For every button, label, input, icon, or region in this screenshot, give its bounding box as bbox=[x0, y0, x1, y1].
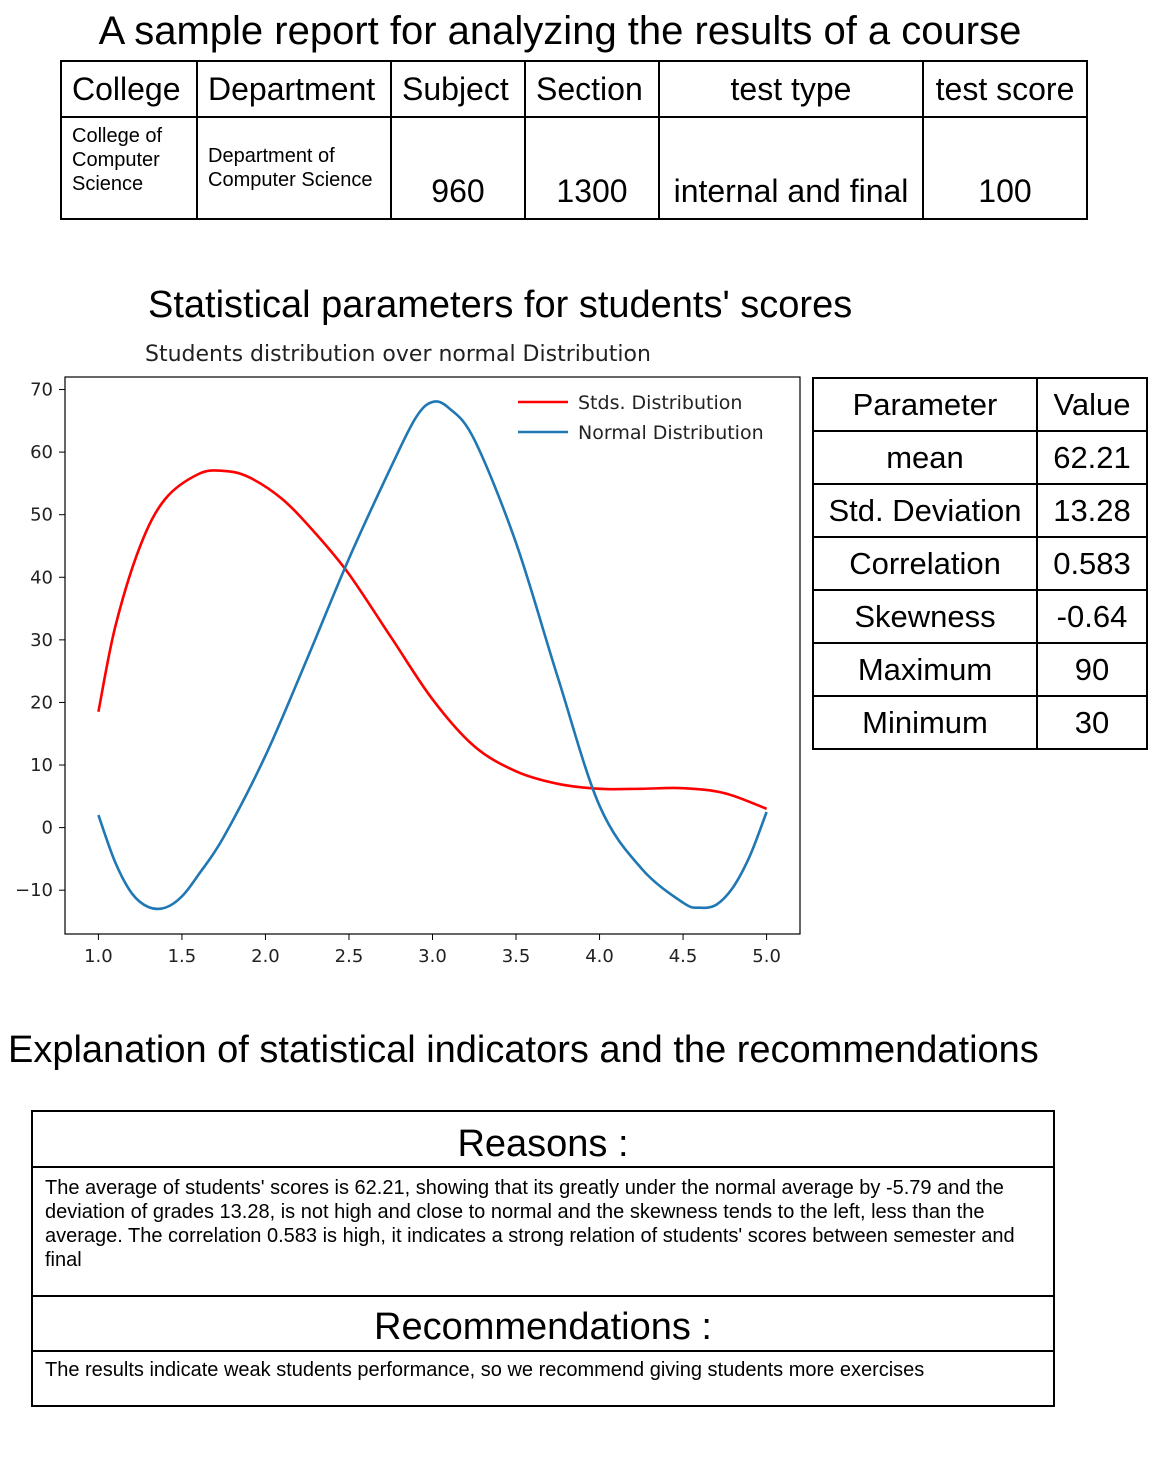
header-department: Department bbox=[196, 60, 392, 118]
report-title: A sample report for analyzing the result… bbox=[98, 9, 1022, 53]
distribution-chart: 1.0 1.5 2.0 2.5 3.0 3.5 4.0 4.5 5.0 70 60 50 40 30 20 1… bbox=[15, 376, 801, 967]
legend-label-normal: Normal Distribution bbox=[578, 422, 764, 444]
param-row-maximum: Maximum 90 bbox=[812, 642, 1148, 697]
param-table-header-row: Parameter Value bbox=[812, 377, 1148, 432]
explanation-title: Explanation of statistical indicators an… bbox=[8, 1029, 1039, 1071]
param-row-mean: mean 62.21 bbox=[812, 430, 1148, 485]
param-name: Skewness bbox=[812, 589, 1038, 644]
axis-ticks: 1.0 1.5 2.0 2.5 3.0 3.5 4.0 4.5 5.0 70 60 50 40 30 20 1… bbox=[15, 380, 781, 967]
value-college: College of Computer Science bbox=[60, 116, 198, 220]
y-tick-label: 30 bbox=[30, 630, 53, 651]
x-tick-label: 1.5 bbox=[168, 946, 197, 967]
x-tick-label: 5.0 bbox=[752, 946, 781, 967]
param-header-value: Value bbox=[1036, 377, 1148, 432]
header-subject: Subject bbox=[390, 60, 526, 118]
y-tick-label: 70 bbox=[30, 380, 53, 401]
parameter-table: Parameter Value mean 62.21 Std. Deviatio… bbox=[812, 377, 1148, 750]
value-section: 1300 bbox=[524, 116, 660, 220]
normal-distribution-line bbox=[97, 400, 768, 911]
recommendations-divider bbox=[33, 1350, 1053, 1352]
y-tick-label: 40 bbox=[30, 567, 53, 588]
header-section: Section bbox=[524, 60, 660, 118]
recommendations-text: The results indicate weak students perfo… bbox=[45, 1359, 925, 1381]
reasons-divider bbox=[33, 1166, 1053, 1168]
header-college: College bbox=[60, 60, 198, 118]
x-tick-label: 2.5 bbox=[335, 946, 364, 967]
stats-section-title: Statistical parameters for students' sco… bbox=[148, 284, 853, 326]
recommendations-heading: Recommendations : bbox=[374, 1306, 712, 1348]
reasons-heading: Reasons : bbox=[457, 1123, 629, 1165]
x-tick-label: 4.5 bbox=[669, 946, 698, 967]
header-test-score: test score bbox=[922, 60, 1088, 118]
param-value: 30 bbox=[1036, 695, 1148, 750]
param-row-std-deviation: Std. Deviation 13.28 bbox=[812, 483, 1148, 538]
value-department: Department of Computer Science bbox=[196, 116, 392, 220]
param-name: Minimum bbox=[812, 695, 1038, 750]
x-tick-label: 3.0 bbox=[418, 946, 447, 967]
value-test-type: internal and final bbox=[658, 116, 924, 220]
y-tick-label: 50 bbox=[30, 505, 53, 526]
plot-area-frame bbox=[64, 376, 801, 935]
param-row-minimum: Minimum 30 bbox=[812, 695, 1148, 750]
x-tick-label: 2.0 bbox=[251, 946, 280, 967]
param-row-correlation: Correlation 0.583 bbox=[812, 536, 1148, 591]
legend-label-stds: Stds. Distribution bbox=[578, 392, 742, 414]
y-tick-label: 0 bbox=[42, 818, 53, 839]
header-test-type: test type bbox=[658, 60, 924, 118]
y-tick-label: 60 bbox=[30, 442, 53, 463]
reasons-text: The average of students' scores is 62.21… bbox=[45, 1177, 1015, 1271]
series-lines bbox=[97, 400, 768, 911]
explanation-box: Reasons : The average of students' score… bbox=[31, 1110, 1055, 1407]
param-name: Std. Deviation bbox=[812, 483, 1038, 538]
x-tick-label: 1.0 bbox=[84, 946, 113, 967]
value-subject: 960 bbox=[390, 116, 526, 220]
param-value: 13.28 bbox=[1036, 483, 1148, 538]
course-info-table: College Department Subject Section test … bbox=[60, 60, 1088, 220]
value-test-score: 100 bbox=[922, 116, 1088, 220]
param-header-parameter: Parameter bbox=[812, 377, 1038, 432]
param-name: mean bbox=[812, 430, 1038, 485]
x-tick-label: 4.0 bbox=[585, 946, 614, 967]
param-name: Maximum bbox=[812, 642, 1038, 697]
param-value: 0.583 bbox=[1036, 536, 1148, 591]
param-row-skewness: Skewness -0.64 bbox=[812, 589, 1148, 644]
course-table-value-row: College of Computer Science Department o… bbox=[60, 116, 1088, 220]
y-tick-label: 20 bbox=[30, 692, 53, 713]
param-value: 90 bbox=[1036, 642, 1148, 697]
chart-title: Students distribution over normal Distri… bbox=[145, 342, 651, 367]
x-tick-label: 3.5 bbox=[502, 946, 531, 967]
course-table-header-row: College Department Subject Section test … bbox=[60, 60, 1088, 118]
section-divider bbox=[33, 1295, 1053, 1297]
y-tick-label: 10 bbox=[30, 755, 53, 776]
stds-distribution-line bbox=[97, 469, 768, 811]
param-name: Correlation bbox=[812, 536, 1038, 591]
param-value: 62.21 bbox=[1036, 430, 1148, 485]
param-value: -0.64 bbox=[1036, 589, 1148, 644]
y-tick-label: −10 bbox=[15, 880, 53, 901]
chart-legend: Stds. Distribution Normal Distribution bbox=[518, 392, 764, 444]
